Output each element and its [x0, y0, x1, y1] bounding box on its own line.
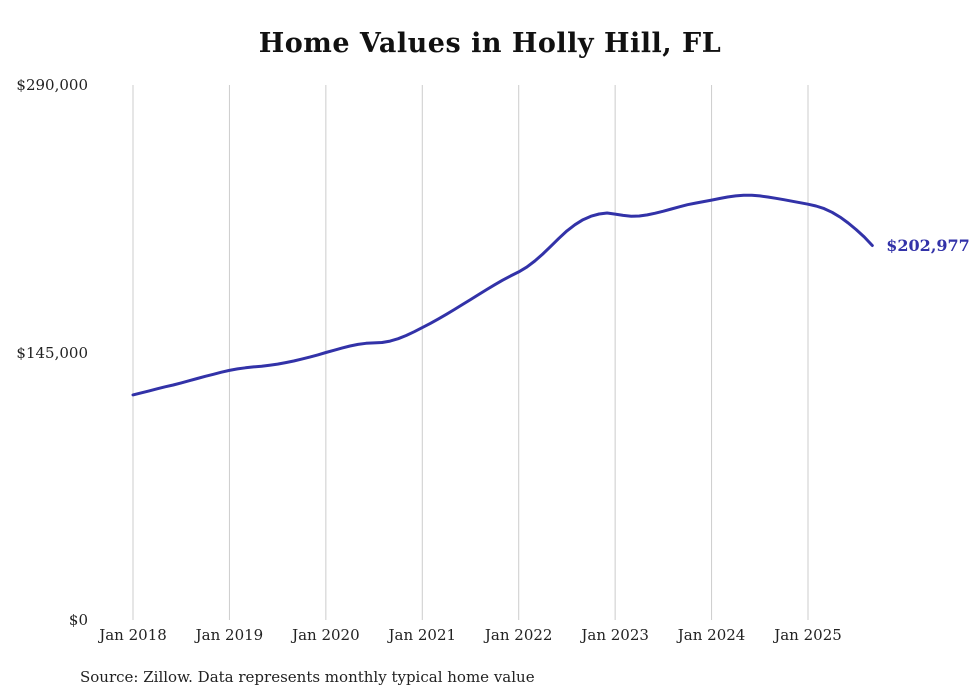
home-value-line — [131, 193, 874, 397]
x-tick-label: Jan 2023 — [581, 626, 649, 644]
y-tick-label: $0 — [68, 611, 88, 629]
y-tick-label: $290,000 — [16, 76, 88, 94]
x-tick-label: Jan 2024 — [677, 626, 746, 644]
x-tick-label: Jan 2021 — [388, 626, 457, 644]
x-tick-label: Jan 2022 — [484, 626, 553, 644]
x-tick-label: Jan 2020 — [292, 626, 360, 644]
chart-title: Home Values in Holly Hill, FL — [258, 28, 722, 59]
x-tick-label: Jan 2018 — [99, 626, 167, 644]
y-tick-label: $145,000 — [16, 343, 88, 362]
latest-value-label: $202,977 — [886, 235, 970, 255]
x-tick-label: Jan 2025 — [774, 626, 842, 644]
source-note: Source: Zillow. Data represents monthly … — [80, 668, 535, 686]
x-tick-label: Jan 2019 — [195, 626, 264, 644]
